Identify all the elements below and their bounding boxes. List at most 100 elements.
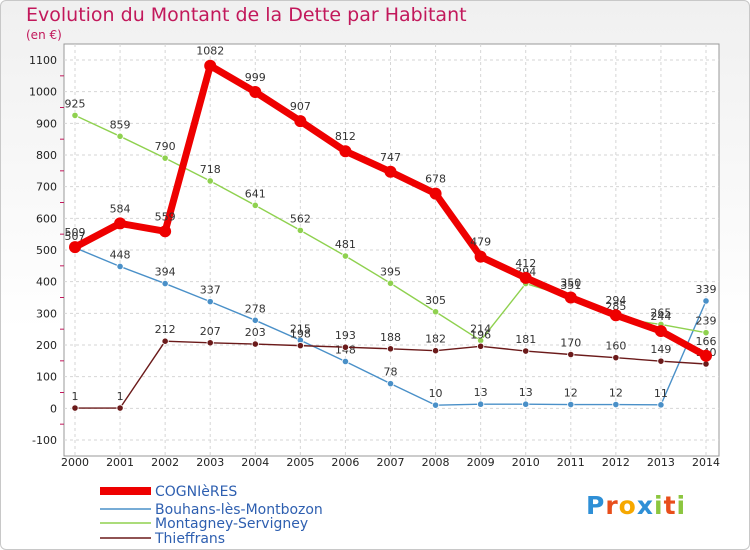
data-point bbox=[477, 400, 485, 408]
data-point bbox=[161, 337, 169, 345]
data-label: 166 bbox=[696, 335, 717, 348]
data-point bbox=[702, 329, 710, 337]
y-tick-label: 800 bbox=[36, 149, 57, 162]
data-label: 559 bbox=[155, 210, 176, 223]
data-point bbox=[161, 154, 169, 162]
data-point bbox=[71, 404, 79, 412]
y-tick-label: 100 bbox=[36, 371, 57, 384]
y-tick-label: 1100 bbox=[29, 54, 57, 67]
x-tick-label: 2014 bbox=[692, 456, 720, 469]
data-point bbox=[477, 342, 485, 350]
y-tick-label: 900 bbox=[36, 117, 57, 130]
data-label: 351 bbox=[560, 279, 581, 292]
data-label: 507 bbox=[65, 230, 86, 243]
data-label: 10 bbox=[429, 387, 443, 400]
proxiti-logo: Proxiti bbox=[586, 491, 687, 520]
x-tick-label: 2008 bbox=[422, 456, 450, 469]
data-point bbox=[700, 349, 712, 362]
data-label: 160 bbox=[605, 340, 626, 353]
data-label: 12 bbox=[564, 387, 578, 400]
y-tick-label: 1000 bbox=[29, 86, 57, 99]
data-label: 188 bbox=[380, 331, 401, 344]
data-point bbox=[69, 241, 81, 254]
data-point bbox=[519, 271, 532, 284]
legend-label: Thieffrans bbox=[154, 531, 225, 547]
data-point bbox=[657, 357, 665, 365]
y-tick-label: 400 bbox=[36, 276, 57, 289]
data-label: 196 bbox=[470, 328, 491, 341]
data-label: 294 bbox=[605, 294, 626, 307]
y-tick-label: 600 bbox=[36, 212, 57, 225]
data-point bbox=[384, 165, 397, 178]
data-label: 562 bbox=[290, 212, 311, 225]
legend-label: Montagney-Servigney bbox=[155, 516, 308, 532]
data-label: 509 bbox=[65, 226, 86, 239]
data-label: 203 bbox=[245, 326, 266, 339]
data-label: 181 bbox=[515, 333, 536, 346]
data-label: 812 bbox=[335, 130, 356, 143]
x-tick-label: 2000 bbox=[61, 456, 89, 469]
data-label: 412 bbox=[515, 257, 536, 270]
data-label: 481 bbox=[335, 238, 356, 251]
data-point bbox=[612, 354, 620, 362]
data-label: 1 bbox=[117, 390, 124, 403]
y-tick-label: 300 bbox=[36, 307, 57, 320]
data-label: 907 bbox=[290, 100, 311, 113]
data-point bbox=[567, 400, 575, 409]
data-point bbox=[296, 226, 304, 234]
data-point bbox=[609, 309, 622, 322]
data-label: 641 bbox=[245, 187, 266, 200]
data-point bbox=[522, 400, 530, 408]
data-point bbox=[429, 187, 442, 200]
x-tick-label: 2010 bbox=[512, 456, 540, 469]
x-tick-label: 2004 bbox=[241, 456, 269, 469]
data-label: 859 bbox=[110, 118, 131, 131]
data-label: 479 bbox=[470, 236, 491, 249]
data-label: 999 bbox=[245, 71, 266, 84]
data-point bbox=[251, 201, 259, 209]
data-point bbox=[654, 325, 667, 338]
data-label: 1082 bbox=[196, 45, 224, 58]
data-label: 448 bbox=[110, 248, 131, 261]
data-point bbox=[341, 357, 350, 366]
data-label: 584 bbox=[110, 202, 131, 215]
data-point bbox=[206, 177, 214, 185]
data-point bbox=[206, 298, 214, 306]
data-label: 239 bbox=[696, 315, 717, 328]
data-point bbox=[114, 217, 127, 230]
data-point bbox=[116, 132, 124, 140]
data-label: 215 bbox=[290, 322, 311, 335]
x-tick-label: 2013 bbox=[647, 456, 675, 469]
data-label: 78 bbox=[384, 366, 398, 379]
data-label: 214 bbox=[470, 323, 491, 336]
data-point bbox=[161, 279, 169, 288]
data-label: 305 bbox=[425, 294, 446, 307]
x-tick-label: 2001 bbox=[106, 456, 134, 469]
data-point bbox=[431, 401, 440, 409]
data-point bbox=[386, 380, 395, 388]
data-label: 12 bbox=[609, 387, 623, 400]
data-point bbox=[204, 59, 217, 72]
data-point bbox=[386, 345, 395, 353]
data-label: 13 bbox=[474, 386, 488, 399]
chart-title: Evolution du Montant de la Dette par Hab… bbox=[26, 4, 467, 26]
y-tick-label: 700 bbox=[36, 181, 57, 194]
y-tick-label: 0 bbox=[50, 402, 57, 415]
data-label: 747 bbox=[380, 151, 401, 164]
data-point bbox=[702, 297, 710, 305]
x-tick-label: 2007 bbox=[377, 456, 405, 469]
x-tick-label: 2011 bbox=[557, 456, 585, 469]
x-tick-label: 2003 bbox=[196, 456, 224, 469]
data-point bbox=[116, 262, 124, 271]
data-point bbox=[251, 340, 259, 348]
data-label: 11 bbox=[654, 387, 668, 400]
data-label: 925 bbox=[65, 97, 86, 110]
data-label: 212 bbox=[155, 323, 176, 336]
data-label: 395 bbox=[380, 265, 401, 278]
data-point bbox=[116, 404, 124, 412]
unit-label: (en €) bbox=[26, 28, 62, 42]
data-point bbox=[71, 111, 79, 120]
data-point bbox=[431, 308, 440, 316]
x-tick-label: 2012 bbox=[602, 456, 630, 469]
data-label: 350 bbox=[560, 277, 581, 290]
